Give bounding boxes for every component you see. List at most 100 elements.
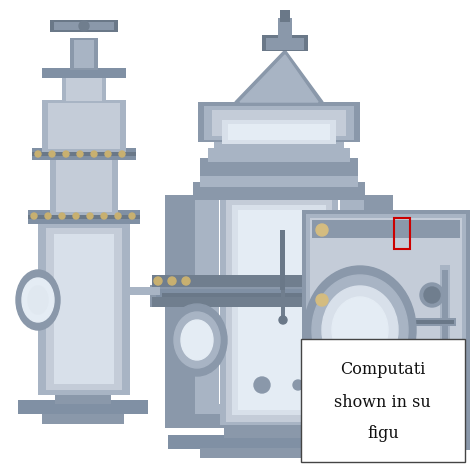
Circle shape xyxy=(420,283,444,307)
Circle shape xyxy=(115,213,121,219)
Circle shape xyxy=(91,151,97,157)
Bar xyxy=(200,448,346,458)
Bar xyxy=(56,158,112,212)
Bar xyxy=(400,287,428,295)
Circle shape xyxy=(45,213,51,219)
Polygon shape xyxy=(235,50,323,102)
Circle shape xyxy=(105,151,111,157)
Circle shape xyxy=(63,151,69,157)
Ellipse shape xyxy=(322,286,398,374)
Bar xyxy=(55,390,111,404)
Bar xyxy=(234,415,314,425)
Bar xyxy=(208,148,350,162)
Bar xyxy=(280,10,290,22)
Bar xyxy=(152,275,406,287)
Bar xyxy=(38,220,130,395)
Circle shape xyxy=(254,377,270,393)
Bar xyxy=(70,38,98,70)
Bar xyxy=(42,68,126,78)
Bar xyxy=(212,110,346,136)
Bar xyxy=(302,210,470,450)
Bar xyxy=(200,175,358,187)
Ellipse shape xyxy=(304,266,416,394)
Bar xyxy=(224,422,324,438)
Circle shape xyxy=(129,213,135,219)
Bar xyxy=(32,148,136,160)
Text: figu: figu xyxy=(367,425,399,442)
Ellipse shape xyxy=(181,320,213,360)
Bar xyxy=(214,136,344,150)
Bar xyxy=(162,293,396,299)
Circle shape xyxy=(350,277,358,285)
Circle shape xyxy=(168,277,176,285)
Bar xyxy=(42,100,126,152)
Bar xyxy=(66,77,102,101)
Polygon shape xyxy=(240,55,318,102)
Circle shape xyxy=(154,277,162,285)
Circle shape xyxy=(293,380,303,390)
Bar xyxy=(62,75,106,103)
Ellipse shape xyxy=(16,270,60,330)
Bar xyxy=(306,214,466,446)
Circle shape xyxy=(316,294,328,306)
Bar xyxy=(228,124,330,140)
Bar xyxy=(262,35,308,51)
Bar xyxy=(412,318,456,326)
Bar xyxy=(312,220,460,238)
Bar xyxy=(32,152,136,156)
Bar xyxy=(204,106,354,140)
Bar xyxy=(54,234,114,384)
Bar xyxy=(48,103,120,149)
Bar xyxy=(200,158,358,176)
Bar xyxy=(363,195,393,420)
Bar xyxy=(280,230,285,290)
Bar xyxy=(150,285,408,307)
Bar xyxy=(193,182,365,200)
Bar xyxy=(310,432,462,444)
Circle shape xyxy=(424,287,440,303)
Circle shape xyxy=(35,151,41,157)
Circle shape xyxy=(87,213,93,219)
Bar xyxy=(442,270,448,382)
Bar xyxy=(220,195,338,425)
Circle shape xyxy=(279,316,287,324)
Bar xyxy=(440,265,450,385)
Bar xyxy=(18,400,148,414)
Bar xyxy=(28,210,140,224)
Bar xyxy=(130,287,160,295)
Circle shape xyxy=(316,224,328,236)
Bar xyxy=(165,195,195,420)
Circle shape xyxy=(336,277,344,285)
Bar xyxy=(156,289,402,303)
Circle shape xyxy=(315,383,329,397)
Ellipse shape xyxy=(174,312,220,368)
Bar xyxy=(414,320,454,324)
Bar xyxy=(54,22,114,30)
Bar xyxy=(301,339,465,462)
Circle shape xyxy=(182,277,190,285)
Bar xyxy=(278,18,292,38)
Bar xyxy=(152,297,406,307)
Bar xyxy=(340,200,364,418)
Bar xyxy=(394,218,410,249)
Circle shape xyxy=(101,213,107,219)
Bar xyxy=(195,404,363,414)
Ellipse shape xyxy=(167,304,227,376)
Circle shape xyxy=(79,21,89,31)
Bar xyxy=(195,200,219,418)
Bar xyxy=(46,228,122,390)
Circle shape xyxy=(77,151,83,157)
Bar xyxy=(50,20,118,32)
Bar xyxy=(310,218,462,442)
Text: Computati: Computati xyxy=(340,361,426,378)
Bar xyxy=(357,420,371,444)
Bar xyxy=(314,436,458,442)
Ellipse shape xyxy=(22,278,54,322)
Bar xyxy=(168,435,378,449)
Bar xyxy=(50,155,118,215)
Text: shown in su: shown in su xyxy=(334,394,431,411)
Bar xyxy=(238,210,320,410)
Circle shape xyxy=(439,378,453,392)
Circle shape xyxy=(364,277,372,285)
Bar xyxy=(74,40,94,68)
